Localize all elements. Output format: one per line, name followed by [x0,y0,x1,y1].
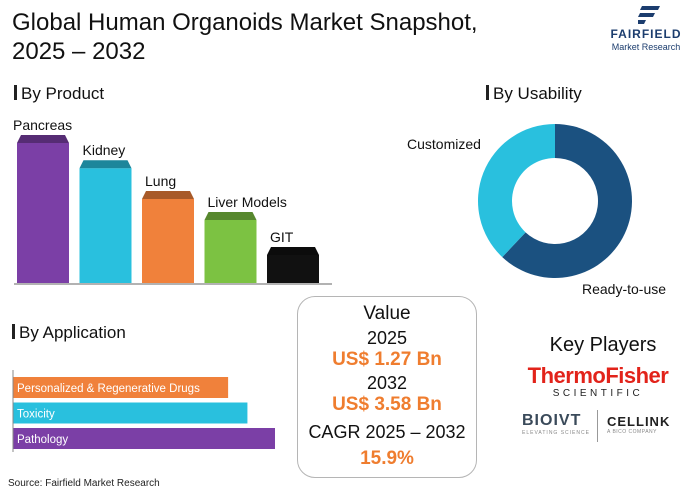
logo-divider [597,410,598,442]
section-marker [14,85,17,100]
product-label-2: Lung [145,173,176,189]
value-year-start: 2025 [366,328,408,348]
value-box: Value 2025 US$ 1.27 Bn 2032 US$ 3.58 Bn … [297,296,477,478]
thermofisher-logo: ThermoFisher SCIENTIFIC [522,364,674,400]
product-label-0: Pancreas [13,117,72,133]
page-title: Global Human Organoids Market Snapshot, … [12,8,572,66]
application-label-2: Pathology [17,434,68,446]
section-title-product-text: By Product [21,84,105,103]
usability-slice-1 [478,124,555,258]
application-bar-0 [13,377,229,398]
value-amount-end: US$ 3.58 Bn [332,394,442,415]
title-line-2: 2025 – 2032 [12,38,146,65]
product-bar-0 [17,135,69,283]
product-label-3: Liver Models [208,194,287,210]
fairfield-f-icon [638,6,660,24]
product-bar-4 [267,247,319,283]
product-bar-1 [79,160,132,283]
key-players-title: Key Players [549,334,657,356]
cagr-label: CAGR 2025 – 2032 [308,422,466,442]
cellink-name: CELLINK [607,414,671,429]
application-label-1: Toxicity [17,409,55,421]
usability-slice-0 [502,124,632,278]
logo-name: FAIRFIELD [610,27,682,41]
usability-donut-chart: Ready-to-use Customized [407,124,666,297]
section-title-application-text: By Application [19,323,126,342]
value-heading: Value [363,303,411,324]
product-label-1: Kidney [83,142,126,158]
cellink-sub: A BICO COMPANY [607,429,657,435]
thermofisher-name: ThermoFisher [527,363,669,388]
source-note: Source: Fairfield Market Research [8,478,160,489]
application-bar-1 [13,402,248,424]
usability-label-1: Customized [407,136,481,152]
usability-label-0: Ready-to-use [582,281,666,297]
cellink-logo: CELLINK A BICO COMPANY [607,414,697,435]
product-bar-3 [204,212,257,283]
logo-subtitle: Market Research [611,42,681,52]
application-label-0: Personalized & Regenerative Drugs [17,383,200,395]
cagr-value: 15.9% [360,448,414,469]
bioivt-name: BIOIVT [522,412,582,429]
section-title-application: By Application [12,323,126,343]
product-bar-chart: Pancreas Kidney Lung Liver Models GIT [13,117,332,285]
thermofisher-sub: SCIENTIFIC [552,388,644,399]
product-label-4: GIT [270,229,294,245]
section-title-usability: By Usability [486,84,582,104]
application-bar-2 [13,428,275,449]
section-marker [486,85,489,100]
bioivt-sub: ELEVATING SCIENCE [522,430,590,436]
product-bar-2 [142,191,194,283]
section-marker [12,324,15,339]
application-bar-chart: Personalized & Regenerative Drugs Toxicit… [12,370,275,452]
value-year-end: 2032 [366,373,408,393]
fairfield-logo: FAIRFIELD Market Research [598,6,694,58]
section-title-product: By Product [14,84,104,104]
section-title-usability-text: By Usability [493,84,582,103]
title-line-1: Global Human Organoids Market Snapshot, [12,9,478,36]
value-amount-start: US$ 1.27 Bn [332,349,442,370]
bioivt-logo: BIOIVT ELEVATING SCIENCE [522,412,594,436]
